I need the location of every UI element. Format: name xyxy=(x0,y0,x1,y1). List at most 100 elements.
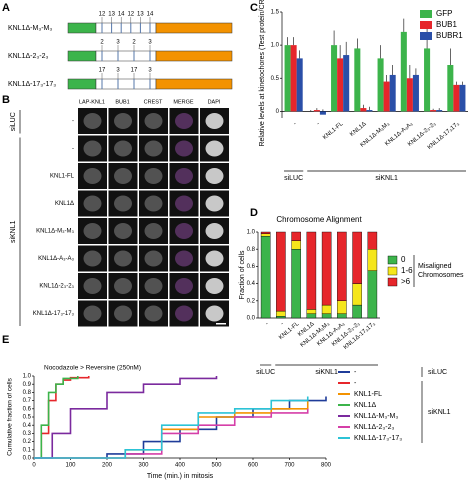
y-tick-label: 1.5 xyxy=(271,10,280,16)
chart-title: Chromosome Alignment xyxy=(276,215,362,224)
cell xyxy=(144,168,163,184)
y-tick-label: 0.6 xyxy=(247,264,256,270)
domain-n xyxy=(67,78,97,90)
legend-title: Misaligned Chromosomes xyxy=(418,263,464,279)
bar-segment xyxy=(276,310,286,317)
bar xyxy=(343,55,350,112)
x-tick-label: 600 xyxy=(248,463,259,469)
cell xyxy=(175,305,193,322)
y-tick-label: 0.8 xyxy=(247,247,256,253)
legend-label: GFP xyxy=(436,9,452,18)
legend-label: - xyxy=(354,369,357,376)
bar xyxy=(400,31,407,112)
y-tick-label: 0.8 xyxy=(23,390,32,396)
row-label: - xyxy=(72,119,74,125)
step-line xyxy=(34,396,327,459)
cell xyxy=(175,278,193,294)
group-label: siLUC xyxy=(10,112,17,131)
y-tick-label: 0.4 xyxy=(23,423,32,429)
x-tick-label: - xyxy=(265,321,270,327)
bar xyxy=(366,110,373,112)
construct-label: KNL1Δ-17₃-17₃ xyxy=(8,81,56,88)
x-axis-label: Time (min.) in mitosis xyxy=(147,473,214,480)
step-line xyxy=(34,376,79,459)
x-tick-label: - xyxy=(280,321,285,327)
x-tick-label: - xyxy=(316,121,321,127)
legend-label: KNL1Δ-17₃-17₃ xyxy=(354,435,402,442)
x-tick-label: KNL1-FL xyxy=(322,121,345,141)
y-tick-label: 0.0 xyxy=(247,316,256,322)
cell xyxy=(83,305,102,322)
motif-number: 17 xyxy=(99,68,106,74)
y-axis-label: Relative levels at kinetochores (Test pr… xyxy=(259,0,266,147)
x-tick-label: 800 xyxy=(321,463,332,469)
y-tick-label: 1.0 xyxy=(247,230,256,236)
panel-label: C xyxy=(250,2,258,14)
cell xyxy=(205,223,224,239)
y-tick-label: 0.2 xyxy=(23,439,32,445)
domain-n xyxy=(67,50,97,62)
row-label: KNL1-FL xyxy=(50,174,75,180)
cell xyxy=(205,305,224,322)
y-tick-label: 0.1 xyxy=(23,447,32,453)
cell xyxy=(114,195,132,212)
row-label: KNL1Δ-17₃-17₃ xyxy=(33,311,75,317)
group-label: siKNL1 xyxy=(315,369,338,376)
column-header: CREST xyxy=(144,99,163,105)
cell xyxy=(205,250,224,267)
y-tick-label: 0.5 xyxy=(23,415,32,421)
bar-segment xyxy=(352,304,362,319)
legend-swatch xyxy=(420,21,432,29)
cell xyxy=(205,278,224,294)
domain-mid xyxy=(95,22,157,34)
cell xyxy=(83,140,102,157)
bar-segment xyxy=(337,313,347,319)
group-label: siLUC xyxy=(284,175,303,182)
legend-label: KNL1Δ-M₃-M₃ xyxy=(354,413,398,420)
cell xyxy=(144,223,163,239)
motif-number: 3 xyxy=(116,40,120,46)
bar-segment xyxy=(352,283,362,306)
x-tick-label: 500 xyxy=(211,463,222,469)
bar-segment xyxy=(321,313,332,319)
bar xyxy=(331,45,338,112)
chart-title: Nocodazole > Reversine (250nM) xyxy=(44,365,141,372)
cell xyxy=(114,140,132,157)
construct-label: KNL1Δ-2₃-2₃ xyxy=(8,53,48,60)
y-tick-label: 1.0 xyxy=(271,43,280,49)
cell xyxy=(175,140,193,157)
cell xyxy=(144,278,163,294)
motif-number: 17 xyxy=(131,68,138,74)
domain-c xyxy=(155,22,233,34)
y-tick-label: 0.5 xyxy=(271,76,280,82)
bar xyxy=(389,74,396,112)
legend-label: KNL1Δ xyxy=(354,402,377,409)
legend-label: 0 xyxy=(401,255,406,264)
cell xyxy=(175,113,193,129)
motif-number: 12 xyxy=(99,12,106,18)
y-axis-label: Fraction of cells xyxy=(239,250,246,300)
scale-bar xyxy=(216,323,226,325)
step-line xyxy=(34,376,218,459)
cell xyxy=(83,223,102,239)
bar-segment xyxy=(306,313,317,319)
panel-label: B xyxy=(2,94,10,106)
bar-segment xyxy=(306,309,317,314)
motif-number: 2 xyxy=(132,40,136,46)
row-label: - xyxy=(72,146,74,152)
bar xyxy=(319,111,326,115)
panel-label: A xyxy=(2,2,10,14)
motif-number: 3 xyxy=(148,40,152,46)
y-tick-label: 1.0 xyxy=(23,374,32,380)
step-line xyxy=(34,396,309,459)
bar xyxy=(459,84,466,112)
bar xyxy=(453,84,460,112)
bar xyxy=(430,110,437,112)
domain-mid xyxy=(95,78,157,90)
bar xyxy=(412,74,419,112)
legend-label: >6 xyxy=(401,277,411,286)
domain-mid xyxy=(95,50,157,62)
bar xyxy=(354,48,361,112)
legend-label: - xyxy=(354,380,357,387)
